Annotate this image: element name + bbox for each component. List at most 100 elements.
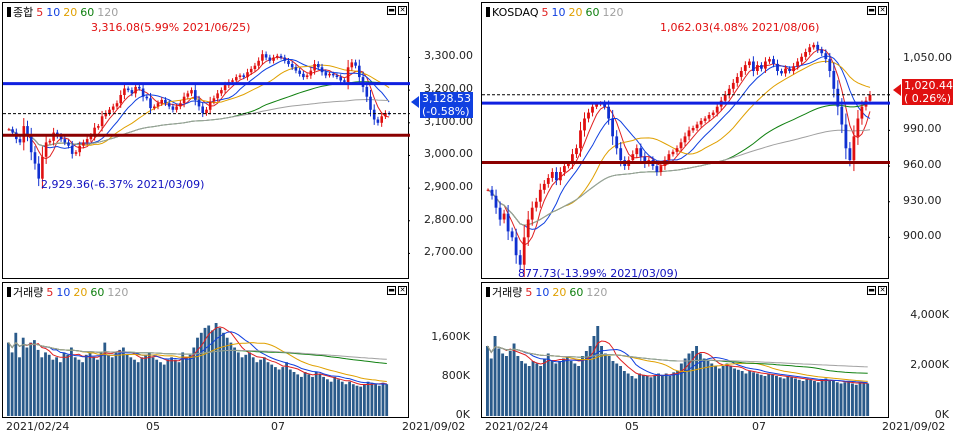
volume-bar: [820, 381, 824, 416]
volume-bar: [125, 354, 129, 416]
candle-body: [563, 166, 566, 172]
close-icon[interactable]: ✕: [878, 6, 887, 15]
candle-body: [659, 166, 663, 172]
candle-body: [587, 112, 590, 119]
candle-body: [82, 142, 85, 146]
close-icon[interactable]: ✕: [878, 286, 887, 295]
volume-bar: [641, 374, 645, 417]
ma5-legend: 5: [46, 286, 54, 299]
candle-body: [542, 183, 546, 190]
volume-bar: [222, 332, 225, 416]
volume-bar: [588, 346, 592, 416]
candle-body: [313, 64, 316, 71]
candle-body: [703, 118, 707, 121]
volume-bar: [866, 383, 870, 416]
volume-bar: [33, 340, 36, 416]
candle-body: [268, 57, 272, 61]
volume-bar: [740, 371, 744, 416]
candle-body: [828, 59, 832, 71]
candle-body: [731, 82, 735, 89]
candle-body: [635, 148, 639, 155]
volume-bar: [619, 366, 622, 416]
candle-body: [868, 94, 872, 101]
candle-body: [816, 44, 820, 50]
close-icon[interactable]: ✕: [398, 6, 407, 15]
volume-bar: [366, 381, 370, 416]
ma5-legend: 5: [36, 6, 44, 19]
volume-bar: [603, 353, 607, 416]
kosdaq-volume-chart: [486, 326, 870, 417]
volume-bar: [326, 379, 329, 416]
volume-bar: [596, 326, 600, 416]
minimize-icon[interactable]: ▬: [387, 286, 396, 295]
volume-bar: [274, 367, 277, 416]
volume-bar: [626, 373, 630, 416]
candle-body: [78, 145, 81, 153]
candle-body: [756, 65, 759, 71]
volume-bar: [805, 378, 809, 416]
close-icon[interactable]: ✕: [398, 286, 407, 295]
volume-bar: [592, 336, 596, 416]
volume-bar: [839, 383, 843, 416]
volume-bar: [288, 369, 292, 416]
kospi-current-change: (-0.58%): [422, 105, 470, 118]
kospi-price-legend: 종합 5 10 20 60 120: [7, 6, 121, 19]
volume-bar: [147, 352, 151, 416]
candle-body: [85, 139, 89, 143]
kosdaq-y-tick-label: 930.00: [903, 193, 942, 207]
ma5-legend: 5: [525, 286, 533, 299]
ma120-legend: 120: [97, 6, 119, 19]
candle-body: [44, 142, 48, 157]
volume-bar: [717, 368, 721, 416]
volume-bar: [843, 382, 847, 417]
candle-body: [11, 129, 14, 133]
candle-body: [380, 116, 383, 123]
candle-body: [264, 54, 268, 58]
candle-body: [856, 118, 860, 137]
kosdaq-volume-y-tick-label: 2,000K: [910, 358, 949, 371]
minimize-icon[interactable]: ▬: [867, 6, 876, 15]
volume-bar: [203, 327, 207, 416]
kospi-price-marker-icon: [411, 96, 419, 108]
volume-bar: [162, 364, 166, 416]
volume-bar: [771, 374, 774, 417]
volume-bar: [122, 347, 125, 416]
candle-body: [287, 60, 290, 65]
volume-bar: [73, 357, 77, 416]
candle-body: [216, 93, 219, 99]
candle-body: [350, 62, 354, 68]
candle-body: [361, 77, 365, 87]
candle-body: [796, 61, 799, 67]
ma5-line: [487, 48, 871, 246]
ma20-legend: 20: [568, 6, 583, 19]
volume-bar: [828, 379, 832, 417]
candle-body: [261, 54, 264, 61]
volume-bar: [683, 358, 687, 416]
candle-body: [331, 73, 335, 76]
candle-body: [369, 96, 372, 110]
candle-body: [780, 71, 783, 74]
candle-body: [186, 93, 190, 97]
candle-body: [768, 59, 771, 62]
minimize-icon[interactable]: ▬: [387, 6, 396, 15]
candle-body: [784, 68, 787, 74]
kosdaq-x-month-label: 07: [752, 420, 766, 433]
volume-bar: [340, 381, 344, 416]
ma120-legend: 120: [602, 6, 624, 19]
volume-bar: [778, 377, 782, 417]
ma10-legend: 10: [551, 6, 566, 19]
minimize-icon[interactable]: ▬: [867, 286, 876, 295]
candle-body: [115, 103, 119, 107]
volume-bar: [657, 373, 660, 416]
kospi-y-tick-label: 3,200.00: [424, 82, 473, 96]
kospi-x-start-label: 2021/02/24: [6, 420, 70, 433]
kospi-price-chart: [3, 50, 410, 254]
candle-body: [7, 129, 11, 131]
volume-bar: [385, 384, 389, 416]
candle-body: [100, 116, 104, 127]
ma20-legend: 20: [73, 286, 88, 299]
candle-body: [812, 44, 816, 48]
volume-bar: [107, 354, 110, 416]
ma20-legend: 20: [63, 6, 78, 19]
kosdaq-y-tick-label: 990.00: [903, 122, 942, 136]
